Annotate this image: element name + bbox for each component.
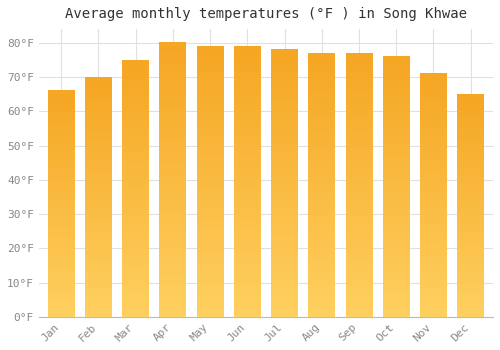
Title: Average monthly temperatures (°F ) in Song Khwae: Average monthly temperatures (°F ) in So…: [65, 7, 467, 21]
